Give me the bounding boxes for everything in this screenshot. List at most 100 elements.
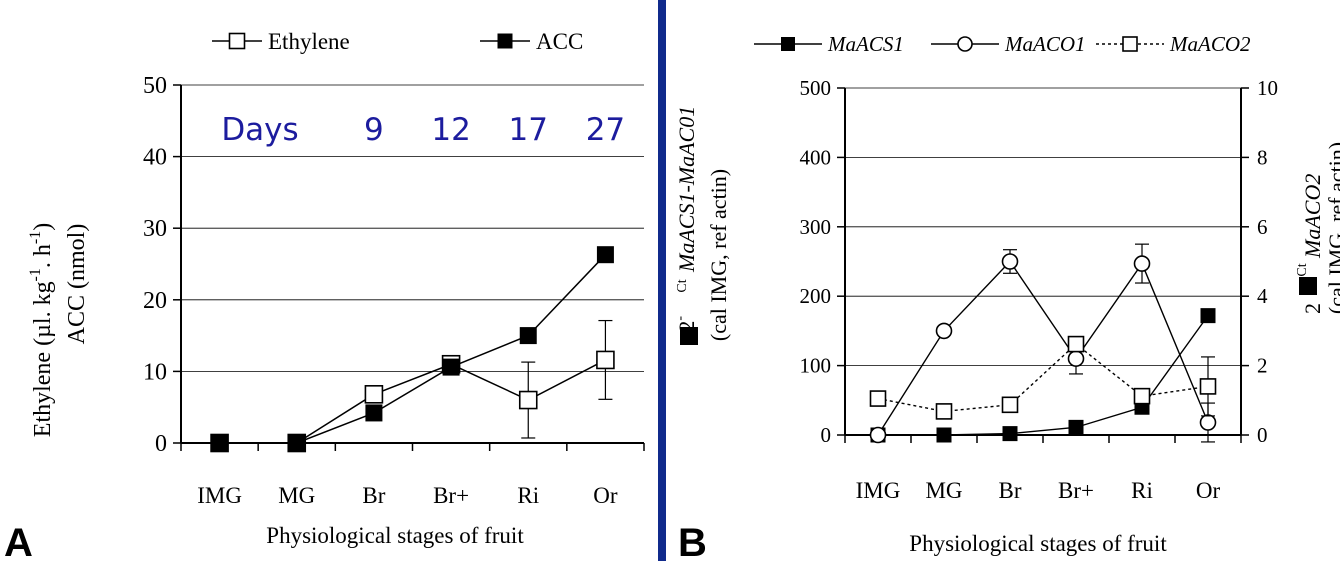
chart-b-y-left-marker bbox=[680, 327, 698, 345]
point-a-1-5 bbox=[596, 246, 614, 264]
series-line-a-0 bbox=[219, 359, 606, 444]
point-b-1-1 bbox=[935, 322, 953, 340]
point-a-0-4 bbox=[518, 390, 538, 410]
chart-b: 0 100 200 300 400 500 0 2 4 6 8 10 IMG MG Br Br+ Ri Or Ma… bbox=[673, 32, 1340, 561]
x-tick-label-b-4: Ri bbox=[1131, 478, 1153, 503]
days-value-3: 27 bbox=[586, 112, 625, 148]
x-tick-label-b-1: MG bbox=[925, 478, 962, 503]
y-right-tick-label-b-4: 8 bbox=[1257, 145, 1268, 169]
days-value-0: 9 bbox=[364, 112, 384, 148]
svg-text:Ct: Ct bbox=[675, 279, 690, 292]
y-left-tick-label-b-0: 0 bbox=[821, 423, 832, 447]
y-left-tick-label-b-2: 200 bbox=[800, 284, 832, 308]
point-b-1-4 bbox=[1133, 255, 1151, 272]
panel-a: 0 10 20 30 40 50 IMG MG Br Br+ Ri Or Ethylene ACC Da… bbox=[0, 0, 658, 561]
legend-label-b-0: MaACS1 bbox=[827, 32, 904, 56]
days-value-1: 12 bbox=[431, 112, 470, 148]
chart-a: 0 10 20 30 40 50 IMG MG Br Br+ Ri Or Ethylene ACC Da… bbox=[4, 29, 645, 561]
y-tick-label-a-3: 30 bbox=[143, 216, 167, 242]
point-a-0-2 bbox=[364, 385, 384, 404]
legend-marker-a-0 bbox=[228, 32, 246, 50]
x-tick-label-a-2: Br bbox=[362, 483, 385, 508]
x-tick-label-a-0: IMG bbox=[197, 483, 242, 508]
y-right-tick-label-b-1: 2 bbox=[1257, 354, 1268, 378]
point-b-2-4 bbox=[1133, 387, 1151, 405]
legend-marker-a-1 bbox=[497, 33, 513, 49]
y-tick-label-a-5: 50 bbox=[143, 73, 167, 99]
point-b-2-0 bbox=[869, 390, 887, 407]
series-b-maaco1 bbox=[869, 243, 1217, 444]
legend-label-b-1: MaACO1 bbox=[1004, 32, 1086, 56]
x-tick-label-b-0: IMG bbox=[856, 478, 901, 503]
x-tick-label-b-3: Br+ bbox=[1058, 478, 1094, 503]
y-tick-label-a-1: 10 bbox=[143, 359, 167, 385]
chart-a-y-sup-1: -1 bbox=[27, 268, 44, 281]
chart-a-y-sup-2: -1 bbox=[27, 231, 44, 244]
point-a-0-5 bbox=[596, 350, 615, 370]
chart-b-y-right-line2: (cal IMG, ref actin) bbox=[1324, 142, 1340, 314]
y-right-tick-label-b-3: 6 bbox=[1257, 215, 1268, 239]
chart-b-y-title-left: 2- Ct MaACS1-MaAC01 (cal IMG, ref actin) bbox=[673, 106, 731, 345]
point-a-1-4 bbox=[519, 327, 537, 345]
x-tick-label-a-1: MG bbox=[278, 483, 315, 508]
chart-a-y-title-line1: Ethylene (µl. kg-1. h-1) bbox=[27, 223, 56, 437]
series-a-ethylene bbox=[210, 319, 615, 453]
chart-b-y-right-marker bbox=[1299, 277, 1317, 295]
series-a-acc bbox=[211, 246, 614, 452]
chart-a-y-title-line2: ACC (nmol) bbox=[64, 224, 90, 345]
legend-marker-b-2 bbox=[1122, 36, 1138, 52]
chart-b-y-left-line2: (cal IMG, ref actin) bbox=[706, 169, 731, 341]
chart-b-y-title-right: 2 Ct MaACO2 (cal IMG, ref actin) bbox=[1295, 142, 1340, 314]
point-a-1-1 bbox=[288, 434, 306, 452]
point-b-1-0 bbox=[869, 426, 887, 444]
panel-b: 0 100 200 300 400 500 0 2 4 6 8 10 IMG MG Br Br+ Ri Or Ma… bbox=[666, 0, 1340, 561]
y-left-tick-label-b-5: 500 bbox=[800, 76, 832, 100]
point-a-1-2 bbox=[365, 404, 383, 422]
y-left-tick-label-b-3: 300 bbox=[800, 215, 832, 239]
chart-b-y-left-prefix: 2 bbox=[674, 321, 699, 332]
y-right-tick-label-b-5: 10 bbox=[1257, 76, 1278, 100]
point-b-1-2 bbox=[1001, 253, 1019, 270]
y-left-tick-label-b-1: 100 bbox=[800, 354, 832, 378]
point-b-0-1 bbox=[936, 427, 952, 443]
series-line-b-1 bbox=[877, 260, 1209, 436]
point-b-0-5 bbox=[1200, 308, 1216, 324]
point-a-1-0 bbox=[211, 434, 229, 452]
point-b-2-2 bbox=[1001, 396, 1019, 414]
chart-b-y-right-prefix: 2 bbox=[1300, 303, 1325, 314]
y-right-tick-label-b-2: 4 bbox=[1257, 284, 1268, 308]
point-b-1-3 bbox=[1067, 350, 1085, 367]
svg-text:2-: 2- bbox=[673, 316, 699, 332]
y-tick-label-a-0: 0 bbox=[155, 431, 167, 457]
point-b-2-3 bbox=[1067, 335, 1085, 353]
y-left-tick-label-b-4: 400 bbox=[800, 145, 832, 169]
series-b-maacs1 bbox=[870, 308, 1216, 443]
days-label: Days bbox=[221, 112, 298, 148]
series-line-b-2 bbox=[877, 343, 1209, 413]
svg-text:2: 2 bbox=[1300, 303, 1325, 314]
point-b-2-1 bbox=[935, 403, 953, 420]
series-line-a-1 bbox=[219, 254, 606, 444]
x-tick-label-b-2: Br bbox=[999, 478, 1022, 503]
panel-b-label: B bbox=[678, 521, 707, 561]
y-right-tick-label-b-0: 0 bbox=[1257, 423, 1268, 447]
point-a-1-3 bbox=[442, 358, 460, 376]
legend-label-a-0: Ethylene bbox=[268, 29, 350, 54]
point-b-1-5 bbox=[1199, 414, 1217, 431]
x-tick-label-a-3: Br+ bbox=[433, 483, 469, 508]
point-b-0-3 bbox=[1068, 419, 1084, 435]
series-b-maaco2 bbox=[869, 335, 1217, 420]
panel-a-label: A bbox=[4, 521, 33, 561]
y-tick-label-a-2: 20 bbox=[143, 288, 167, 314]
point-b-2-5 bbox=[1199, 378, 1217, 395]
y-tick-label-a-4: 40 bbox=[143, 145, 167, 171]
chart-b-x-title: Physiological stages of fruit bbox=[909, 531, 1167, 556]
chart-b-y-left-gene: MaACS1-MaAC01 bbox=[674, 106, 699, 273]
x-tick-label-a-4: Ri bbox=[517, 483, 539, 508]
series-line-b-0 bbox=[878, 315, 1209, 436]
legend-label-b-2: MaACO2 bbox=[1169, 32, 1251, 56]
point-b-0-2 bbox=[1002, 426, 1018, 442]
x-tick-label-a-5: Or bbox=[593, 483, 618, 508]
legend-marker-b-1 bbox=[957, 36, 973, 52]
x-tick-label-b-5: Or bbox=[1196, 478, 1221, 503]
